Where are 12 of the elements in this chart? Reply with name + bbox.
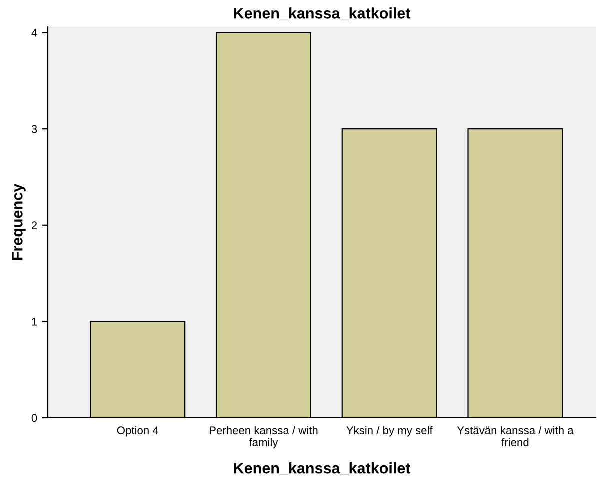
x-tick-label: Yksin / by my self	[346, 426, 433, 437]
y-tick-label: 1	[32, 318, 38, 326]
x-tick-label: Option 4	[117, 426, 159, 437]
y-tick-label: 3	[32, 125, 38, 134]
x-tick-label: Ystävän kanssa / with a friend	[457, 426, 574, 446]
x-tick-label: Perheen kanssa / with family	[210, 426, 318, 449]
chart-title: Kenen_kanssa_katkoilet	[234, 8, 411, 21]
y-tick-label: 2	[32, 222, 38, 230]
y-tick-label: 0	[32, 414, 38, 422]
x-axis-title: Kenen_kanssa_katkoilet	[234, 462, 411, 476]
y-tick-label: 4	[32, 29, 38, 37]
y-axis-title: Frequency	[12, 184, 26, 260]
